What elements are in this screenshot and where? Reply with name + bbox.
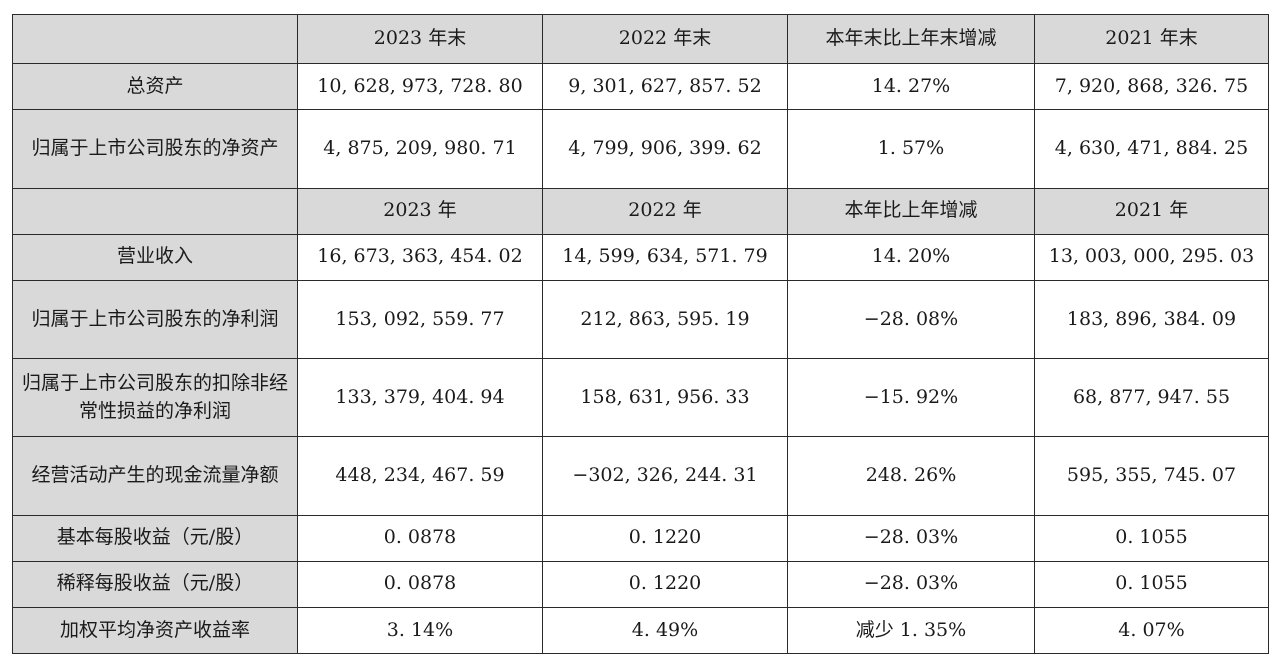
header-2021-year-end: 2021 年末 [1034, 13, 1269, 65]
row-label: 归属于上市公司股东的扣除非经常性损益的净利润 [12, 358, 298, 438]
row-label: 营业收入 [12, 233, 298, 281]
table-row-basic-eps: 基本每股收益（元/股） 0. 0878 0. 1220 −28. 03% 0. … [12, 514, 1269, 562]
header-2023-year-end: 2023 年末 [297, 13, 543, 65]
header-corner [12, 13, 298, 65]
table-row-diluted-eps: 稀释每股收益（元/股） 0. 0878 0. 1220 −28. 03% 0. … [12, 560, 1269, 608]
header-change-vs-last-year: 本年比上年增减 [787, 187, 1035, 235]
table-row-revenue: 营业收入 16, 673, 363, 454. 02 14, 599, 634,… [12, 233, 1269, 281]
cell-value: −302, 326, 244. 31 [542, 436, 788, 516]
cell-value: 4, 875, 209, 980. 71 [297, 109, 543, 189]
cell-value: 0. 1220 [542, 514, 788, 562]
cell-value: 4, 799, 906, 399. 62 [542, 109, 788, 189]
cell-value: −28. 03% [787, 560, 1035, 608]
cell-value: 448, 234, 467. 59 [297, 436, 543, 516]
cell-value: 4, 630, 471, 884. 25 [1034, 109, 1269, 189]
table-row-operating-cash-flow: 经营活动产生的现金流量净额 448, 234, 467. 59 −302, 32… [12, 436, 1269, 516]
header-change-vs-last-year-end: 本年末比上年末增减 [787, 13, 1035, 65]
cell-value: 4. 07% [1034, 606, 1269, 655]
header-2023-year: 2023 年 [297, 187, 543, 235]
cell-value: 1. 57% [787, 109, 1035, 189]
cell-value: 183, 896, 384. 09 [1034, 279, 1269, 360]
cell-value: 0. 1055 [1034, 514, 1269, 562]
cell-value: 14. 20% [787, 233, 1035, 281]
row-label: 经营活动产生的现金流量净额 [12, 436, 298, 516]
header-row-year-end: 2023 年末 2022 年末 本年末比上年末增减 2021 年末 [12, 13, 1269, 65]
cell-value: 14. 27% [787, 63, 1035, 111]
table-row-weighted-roe: 加权平均净资产收益率 3. 14% 4. 49% 减少 1. 35% 4. 07… [12, 606, 1269, 655]
financial-summary-table: 2023 年末 2022 年末 本年末比上年末增减 2021 年末 总资产 10… [12, 13, 1269, 655]
cell-value: −28. 03% [787, 514, 1035, 562]
cell-value: −28. 08% [787, 279, 1035, 360]
row-label: 基本每股收益（元/股） [12, 514, 298, 562]
cell-value: 7, 920, 868, 326. 75 [1034, 63, 1269, 111]
table-row-total-assets: 总资产 10, 628, 973, 728. 80 9, 301, 627, 8… [12, 63, 1269, 111]
cell-value: 13, 003, 000, 295. 03 [1034, 233, 1269, 281]
cell-value: 10, 628, 973, 728. 80 [297, 63, 543, 111]
header-corner [12, 187, 298, 235]
cell-value: 595, 355, 745. 07 [1034, 436, 1269, 516]
cell-value: 153, 092, 559. 77 [297, 279, 543, 360]
header-2021-year: 2021 年 [1034, 187, 1269, 235]
cell-value: 133, 379, 404. 94 [297, 358, 543, 438]
cell-value: 14, 599, 634, 571. 79 [542, 233, 788, 281]
cell-value: 减少 1. 35% [787, 606, 1035, 655]
row-label: 稀释每股收益（元/股） [12, 560, 298, 608]
table-row-net-profit-excl-nonrecurring: 归属于上市公司股东的扣除非经常性损益的净利润 133, 379, 404. 94… [12, 358, 1269, 438]
cell-value: 248. 26% [787, 436, 1035, 516]
cell-value: 0. 1220 [542, 560, 788, 608]
cell-value: 3. 14% [297, 606, 543, 655]
table-row-net-assets: 归属于上市公司股东的净资产 4, 875, 209, 980. 71 4, 79… [12, 109, 1269, 189]
cell-value: 0. 1055 [1034, 560, 1269, 608]
cell-value: 0. 0878 [297, 514, 543, 562]
row-label: 归属于上市公司股东的净利润 [12, 279, 298, 360]
cell-value: 68, 877, 947. 55 [1034, 358, 1269, 438]
cell-value: −15. 92% [787, 358, 1035, 438]
cell-value: 4. 49% [542, 606, 788, 655]
header-2022-year: 2022 年 [542, 187, 788, 235]
cell-value: 158, 631, 956. 33 [542, 358, 788, 438]
table-row-net-profit: 归属于上市公司股东的净利润 153, 092, 559. 77 212, 863… [12, 279, 1269, 360]
row-label: 总资产 [12, 63, 298, 111]
header-2022-year-end: 2022 年末 [542, 13, 788, 65]
header-row-year: 2023 年 2022 年 本年比上年增减 2021 年 [12, 187, 1269, 235]
row-label: 加权平均净资产收益率 [12, 606, 298, 655]
cell-value: 0. 0878 [297, 560, 543, 608]
cell-value: 16, 673, 363, 454. 02 [297, 233, 543, 281]
row-label: 归属于上市公司股东的净资产 [12, 109, 298, 189]
cell-value: 9, 301, 627, 857. 52 [542, 63, 788, 111]
cell-value: 212, 863, 595. 19 [542, 279, 788, 360]
